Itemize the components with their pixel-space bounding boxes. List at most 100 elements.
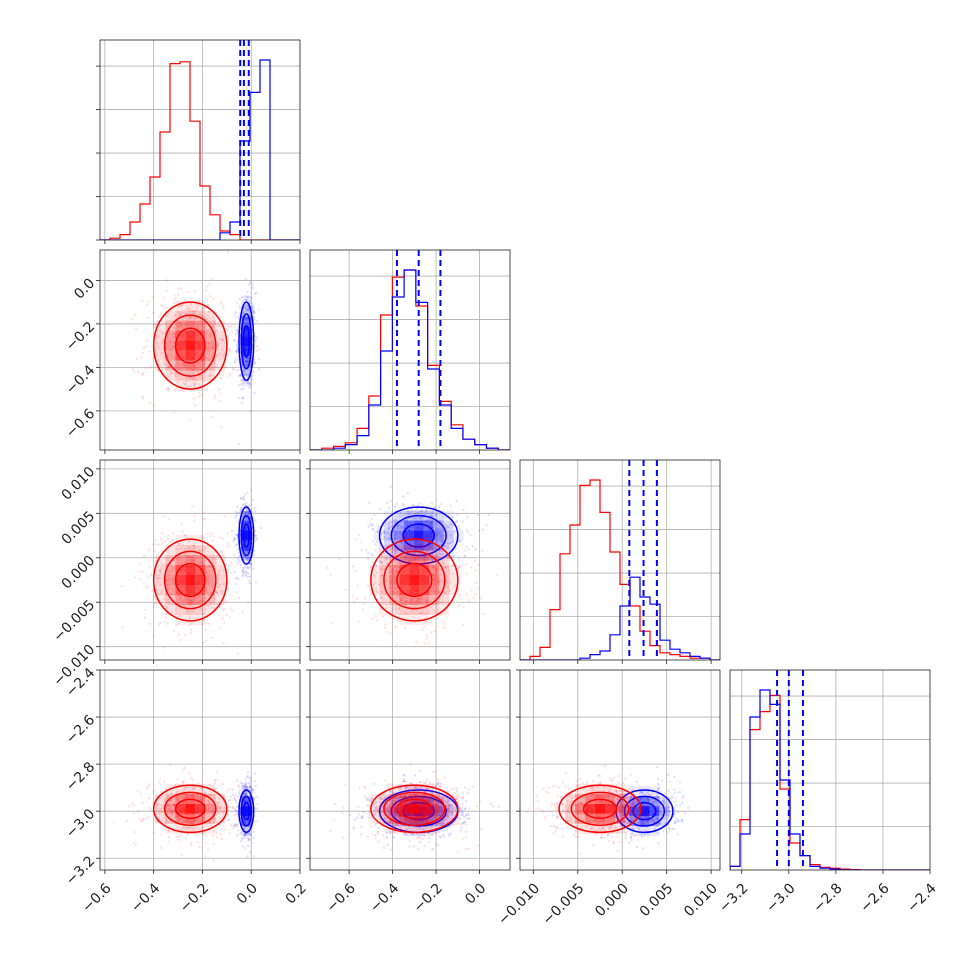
sample-point [157, 802, 160, 806]
sample-point [170, 812, 173, 815]
sample-point [233, 339, 236, 342]
sample-point [430, 801, 433, 804]
sample-point [412, 560, 415, 564]
sample-point [253, 317, 256, 320]
sample-point [165, 388, 168, 391]
sample-point [442, 822, 446, 826]
sample-point [233, 315, 237, 318]
sample-point [198, 798, 201, 801]
sample-point [482, 612, 485, 616]
sample-point [443, 544, 447, 548]
sample-point [244, 512, 248, 515]
sample-point [382, 552, 386, 555]
sample-point [242, 827, 246, 830]
sample-point [233, 537, 237, 540]
density-cells [241, 296, 252, 387]
sample-point [244, 793, 248, 797]
sample-point [247, 321, 250, 325]
sample-point [162, 817, 165, 820]
sample-point [403, 602, 406, 606]
sample-point [190, 622, 193, 626]
sample-point [200, 599, 203, 603]
sample-point [210, 591, 213, 594]
sample-point [390, 549, 394, 552]
sample-point [203, 360, 206, 364]
sample-point [435, 572, 438, 575]
sample-point [251, 788, 254, 791]
sample-point [374, 575, 377, 578]
sample-point [144, 585, 148, 588]
sample-point [248, 833, 252, 836]
sample-point [181, 781, 184, 785]
sample-point [222, 582, 226, 586]
sample-point [244, 793, 247, 796]
sample-point [185, 599, 188, 602]
sample-point [217, 585, 221, 589]
sample-point [489, 802, 493, 806]
sample-point [398, 787, 401, 790]
sample-point [398, 827, 402, 830]
sample-point [225, 613, 228, 616]
sample-point [164, 616, 167, 619]
sample-point [409, 600, 413, 603]
density-cell [215, 350, 226, 361]
sample-point [397, 530, 401, 534]
sample-point [160, 541, 164, 544]
sample-point [148, 401, 152, 405]
sample-point [197, 383, 200, 386]
density-cell [195, 545, 206, 555]
sample-point [240, 496, 243, 500]
sample-point [182, 819, 186, 823]
density-cell [399, 585, 410, 595]
sample-point [213, 829, 216, 833]
sample-point [418, 781, 421, 784]
sample-point [178, 313, 182, 317]
sample-point [425, 611, 429, 615]
sample-point [241, 295, 244, 299]
sample-point [148, 806, 151, 809]
sample-point [244, 556, 248, 559]
density-cell [419, 575, 430, 585]
sample-point [132, 812, 136, 815]
sample-point [394, 607, 397, 611]
sample-point [391, 816, 394, 820]
sample-point [216, 806, 219, 809]
density-cell [433, 550, 444, 561]
sample-point [229, 564, 232, 568]
sample-point [239, 327, 242, 330]
sample-point [183, 604, 186, 608]
sample-point [389, 586, 392, 589]
sample-point [191, 544, 195, 547]
sample-point [251, 374, 254, 377]
sample-point [397, 524, 401, 527]
sample-point [381, 615, 384, 618]
density-cell [409, 535, 420, 545]
sample-point [246, 369, 249, 373]
sample-point [242, 300, 245, 304]
sample-point [160, 352, 164, 355]
sample-point [408, 827, 411, 830]
sample-point [197, 368, 200, 372]
sample-point [406, 510, 410, 513]
sample-point [196, 362, 200, 365]
sample-point [463, 820, 467, 824]
sample-point [187, 610, 190, 613]
sample-point [238, 511, 242, 514]
sample-point [443, 800, 447, 803]
sample-point [385, 603, 388, 607]
sample-point [216, 346, 219, 349]
sample-point [395, 502, 399, 506]
sample-point [254, 580, 258, 584]
density-cell [195, 555, 206, 565]
sample-point [424, 620, 428, 623]
sample-point [185, 826, 189, 829]
sample-point [246, 566, 250, 569]
sample-point [415, 832, 419, 836]
sample-point [208, 821, 211, 824]
sample-point [400, 532, 403, 536]
sample-point [173, 803, 176, 807]
sample-point [415, 507, 418, 510]
sample-point [362, 811, 365, 814]
sample-point [245, 785, 248, 788]
density-cell [241, 816, 252, 827]
